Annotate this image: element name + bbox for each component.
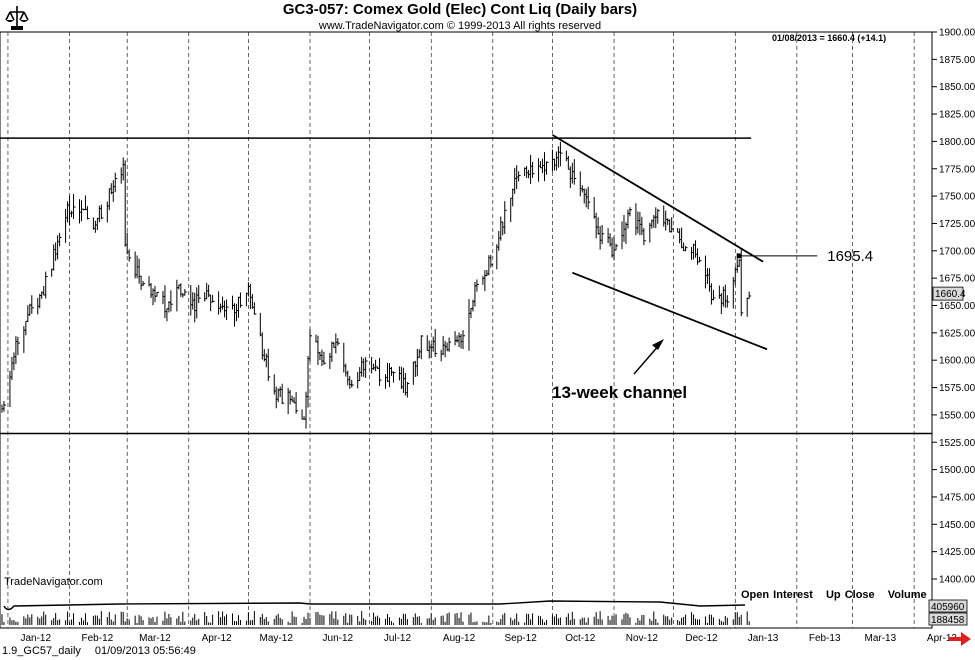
plot-frame [0,31,933,629]
y-tick-label: 1825.00 [939,110,975,121]
legend-up-close: Up Close [825,589,875,601]
x-tick-label: Apr-12 [202,633,232,644]
indicator-legend: Open Interest Up Close Volume [741,589,936,601]
vertical-grid [7,32,915,628]
y-tick-label: 1450.00 [939,520,975,531]
price-annotation: 1695.4 [736,248,873,265]
y-tick-label: 1775.00 [939,164,975,175]
x-tick-label: Jun-12 [323,633,354,644]
upper-channel-trendline [551,134,764,263]
legend-open-interest: Open Interest [741,589,813,601]
trade-navigator-logo-icon [5,6,29,30]
volume-label-box [928,612,968,626]
last-price-box [932,286,964,301]
brand-watermark: TradeNavigator.com [4,576,103,588]
volume-labels: 405960 188458 [928,599,968,626]
footer-timestamp: 01/09/2013 05:56:49 [94,645,196,657]
x-tick-label: Jan-12 [20,633,51,644]
oi-label: 405960 [931,602,965,613]
y-tick-label: 1675.00 [939,274,975,285]
channel-annotation: 13-week channel [552,339,687,402]
scroll-right-arrow-icon[interactable] [949,632,971,646]
y-tick-label: 1725.00 [939,219,975,230]
x-tick-label: Mar-13 [864,633,896,644]
y-tick-label: 1400.00 [939,575,975,586]
x-tick-label: Mar-12 [139,633,171,644]
y-tick-label: 1750.00 [939,192,975,203]
price-bars [1,141,752,429]
y-tick-label: 1425.00 [939,547,975,558]
chart-title: GC3-057: Comex Gold (Elec) Cont Liq (Dai… [282,1,638,18]
y-tick-label: 1575.00 [939,383,975,394]
channel-label: 13-week channel [552,383,687,402]
x-tick-label: Sep-12 [505,633,538,644]
last-price-marker: 1660.4 [932,286,966,301]
y-axis-ticks: 1400.00 1425.00 1450.00 1475.00 1500.00 1525.… [932,28,975,586]
y-tick-label: 1875.00 [939,55,975,66]
x-axis-ticks: Jan-12 Feb-12 Mar-12 Apr-12 May-12 Jun-12 Jul-… [20,633,957,644]
y-tick-label: 1800.00 [939,137,975,148]
x-tick-label: Aug-12 [443,633,476,644]
x-tick-label: Jul-12 [384,633,412,644]
chart-subtitle: www.TradeNavigator.com © 1999-2013 All r… [318,20,602,32]
annotation-arrow-shaft [633,343,661,375]
annotation-dot [736,253,742,259]
x-tick-label: Oct-12 [565,633,595,644]
lower-channel-trendline [571,271,768,351]
x-tick-label: Nov-12 [626,633,659,644]
y-tick-label: 1650.00 [939,301,975,312]
footer-file: 1.9_GC57_daily [2,645,81,657]
horizontal-lines [0,137,932,435]
y-tick-label: 1475.00 [939,492,975,503]
y-tick-label: 1625.00 [939,328,975,339]
open-interest-line [3,600,746,611]
legend-volume: Volume [887,589,927,601]
x-tick-label: Dec-12 [685,633,718,644]
y-tick-label: 1850.00 [939,82,975,93]
volume-label: 188458 [931,615,965,626]
trendlines [551,134,768,351]
y-tick-label: 1600.00 [939,356,975,367]
x-tick-label: Apr-13 [927,633,957,644]
y-tick-label: 1550.00 [939,410,975,421]
x-tick-label: May-12 [260,633,294,644]
x-tick-label: Feb-13 [809,633,841,644]
annotation-price-label: 1695.4 [827,248,873,265]
last-price-label: 1660.4 [935,289,966,300]
y-tick-label: 1700.00 [939,246,975,257]
x-tick-label: Feb-12 [82,633,114,644]
last-quote-readout: 01/08/2013 = 1660.4 (+14.1) [772,33,887,43]
y-tick-label: 1900.00 [939,28,975,39]
y-tick-label: 1500.00 [939,465,975,476]
y-tick-label: 1525.00 [939,438,975,449]
oi-label-box [928,599,968,613]
x-tick-label: Jan-13 [748,633,779,644]
volume-panel [1,600,750,625]
annotation-arrow-head [652,339,664,350]
status-footer: 1.9_GC57_daily 01/09/2013 05:56:49 [2,645,210,657]
